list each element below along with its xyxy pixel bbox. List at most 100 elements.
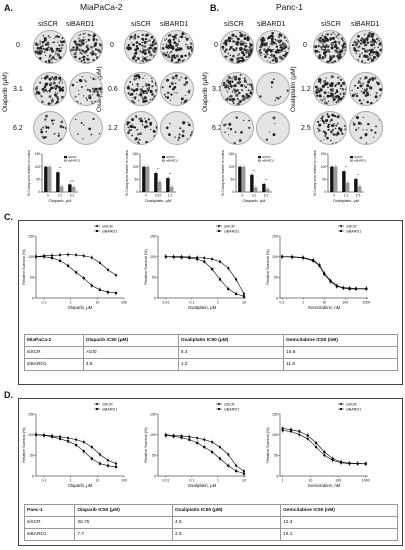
bar-xtick-label: 0.62 xyxy=(155,194,161,198)
b-ox-dose-2: 1.2 xyxy=(301,86,311,93)
curve-point xyxy=(58,437,62,440)
curve-xtick-label: 0.1 xyxy=(189,479,194,483)
curve-ytick-label: 50 xyxy=(274,276,278,280)
a-col1: siSCR xyxy=(38,21,58,28)
curve-point xyxy=(58,253,62,257)
curve-point xyxy=(348,462,351,465)
curve-ytick-label: 150 xyxy=(272,234,278,238)
b-col3: siSCR xyxy=(321,21,341,28)
curve-point xyxy=(66,436,70,440)
curve-point xyxy=(329,280,332,283)
bar xyxy=(358,186,362,192)
a-col2: siBARD1 xyxy=(66,21,95,28)
bar xyxy=(142,166,146,192)
bar-significance: ** xyxy=(59,166,62,170)
bar xyxy=(170,186,174,192)
bar xyxy=(242,166,246,192)
curve-point xyxy=(106,464,110,467)
colony-dots xyxy=(71,76,102,105)
a-dose-1: 0 xyxy=(16,42,20,49)
bar-significance: n.s xyxy=(70,178,75,182)
bar-ylabel: % Colony area relative to control xyxy=(27,150,31,196)
curve-xtick-label: 100 xyxy=(342,301,348,305)
legend-label: siBARD1 xyxy=(346,407,361,411)
a-col4: siBARD1 xyxy=(160,21,189,28)
curve-point xyxy=(342,286,345,290)
curve-point xyxy=(280,255,284,258)
bar-ytick-label: 0 xyxy=(136,190,138,194)
bar-xtick-label: 0 xyxy=(47,194,49,198)
b-col1: siSCR xyxy=(224,21,244,28)
curve-ytick-label: 100 xyxy=(28,255,34,259)
curve-point xyxy=(180,256,183,259)
curve-point xyxy=(98,288,102,291)
curve-ytick-label: 0 xyxy=(276,474,278,478)
bar xyxy=(262,183,266,192)
colony-dots xyxy=(314,75,346,105)
curve-xlabel: Gemcitabine, nM xyxy=(308,305,341,310)
curve-point xyxy=(90,445,93,449)
bar-ytick-label: 0 xyxy=(232,190,234,194)
bar-ytick-label: 150 xyxy=(229,152,235,156)
curve-ytick-label: 100 xyxy=(150,433,156,437)
bar xyxy=(330,166,334,192)
colony-dish xyxy=(160,30,194,64)
colony-dish xyxy=(124,111,158,145)
curve-xtick-label: 1 xyxy=(70,301,72,305)
curve-point xyxy=(42,255,46,258)
panel-c-letter: C. xyxy=(4,212,13,222)
d-table-cell: 36.75 xyxy=(74,516,174,529)
colony-dish xyxy=(313,72,347,106)
curve-point xyxy=(227,267,230,270)
curve-line xyxy=(282,428,366,464)
curve-point xyxy=(82,277,85,280)
d-table-header: Olaparib IC50 (μM) xyxy=(74,504,174,517)
curve-point xyxy=(318,264,321,267)
curve-xtick-label: 10 xyxy=(95,301,99,305)
curve-point xyxy=(164,434,167,437)
bar-ylabel: % Colony area relative to control xyxy=(313,150,317,196)
curve-point xyxy=(218,260,222,263)
bar xyxy=(146,166,150,192)
bar-significance: ** xyxy=(169,172,172,176)
curve-xlabel: Olaparib, μM xyxy=(68,483,93,488)
a-ox-dose-1: 0 xyxy=(110,42,114,49)
c-table-header: Oxaliplatin IC50 (μM) xyxy=(177,334,285,347)
curve-point xyxy=(365,287,368,291)
curve-xtick-label: 1 xyxy=(302,301,304,305)
a-dose-2: 3.1 xyxy=(13,86,23,93)
curve-point xyxy=(106,268,110,271)
curve-point xyxy=(98,462,102,465)
a-col3: siSCR xyxy=(131,21,151,28)
bar xyxy=(346,182,350,192)
curve-line xyxy=(282,430,366,465)
curve-point xyxy=(196,436,199,440)
curve-ytick-label: 50 xyxy=(30,454,34,458)
curve-point xyxy=(306,434,309,437)
curve-point xyxy=(90,457,93,460)
legend-label: siSCR xyxy=(262,155,271,159)
curve-point xyxy=(98,453,102,456)
bar-ytick-label: 50 xyxy=(134,178,138,182)
bar-ytick-label: 50 xyxy=(36,178,40,182)
curve-point xyxy=(364,462,367,465)
curve-point xyxy=(242,472,246,475)
curve-point xyxy=(180,436,183,439)
curve-point xyxy=(302,256,305,260)
curve-point xyxy=(42,434,46,437)
curve-point xyxy=(106,459,110,462)
curve-ytick-label: 50 xyxy=(152,454,156,458)
bar-ytick-label: 0 xyxy=(324,190,326,194)
colony-dots xyxy=(126,115,157,144)
bar-ytick-label: 0 xyxy=(38,190,40,194)
legend-label: siBARD1 xyxy=(224,407,239,411)
curve-xtick-label: 1 xyxy=(282,479,284,483)
legend-swatch xyxy=(64,159,67,162)
curve-point xyxy=(114,462,118,465)
bar-ylabel: % Colony area relative to control xyxy=(125,150,129,196)
curve-point xyxy=(348,287,351,291)
bar xyxy=(342,171,346,192)
curve-point xyxy=(312,259,315,262)
b-col4: siBARD1 xyxy=(351,21,380,28)
bar-xtick-label: 1.2 xyxy=(344,194,349,198)
